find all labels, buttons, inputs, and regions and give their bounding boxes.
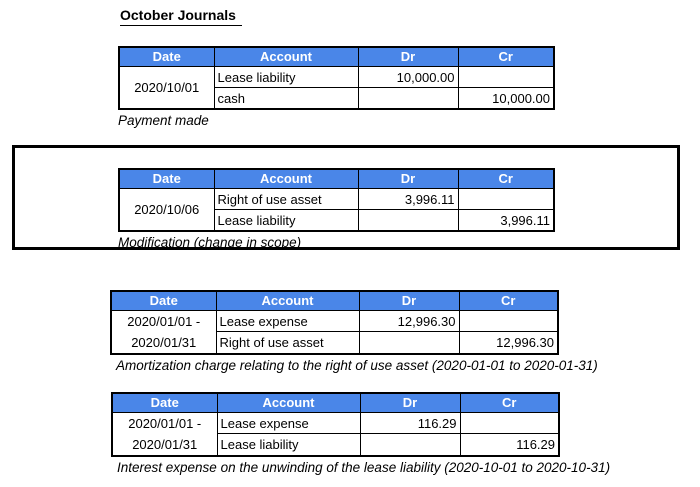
- table-header-row: Date Account Dr Cr: [118, 46, 555, 67]
- column-header-dr: Dr: [358, 290, 460, 311]
- account-cell: Right of use asset: [213, 188, 359, 210]
- cr-cell: [457, 188, 555, 210]
- dr-cell: 3,996.11: [357, 188, 459, 210]
- journal-amortization: Date Account Dr Cr 2020/01/01 - 2020/01/…: [110, 290, 598, 373]
- journal-caption: Payment made: [118, 113, 209, 128]
- date-cell: 2020/01/01 - 2020/01/31: [111, 412, 218, 457]
- cr-cell: 116.29: [459, 433, 560, 457]
- highlight-box: Date Account Dr Cr 2020/10/06 Right of u…: [12, 145, 680, 250]
- account-cell: Right of use asset: [215, 331, 360, 355]
- table-row: 2020/01/01 - 2020/01/31 Lease expense 11…: [111, 411, 560, 457]
- journal-caption: Amortization charge relating to the righ…: [116, 358, 598, 373]
- dr-cell: 10,000.00: [357, 66, 459, 88]
- column-header-dr: Dr: [359, 392, 461, 413]
- cr-cell: 10,000.00: [457, 87, 555, 110]
- date-cell: 2020/01/01 - 2020/01/31: [110, 310, 217, 355]
- journal-table-modification: Date Account Dr Cr 2020/10/06 Right of u…: [118, 168, 555, 232]
- column-header-cr: Cr: [459, 392, 560, 413]
- column-header-dr: Dr: [357, 46, 459, 67]
- table-header-row: Date Account Dr Cr: [110, 290, 559, 311]
- dr-cell: [359, 433, 461, 457]
- cr-cell: [459, 411, 560, 435]
- page-title: October Journals: [120, 7, 242, 26]
- column-header-cr: Cr: [458, 290, 559, 311]
- journal-caption: Modification (change in scope): [118, 235, 302, 250]
- date-line: 2020/10/06: [134, 202, 200, 217]
- column-header-account: Account: [215, 290, 360, 311]
- account-cell: Lease liability: [213, 66, 359, 88]
- cr-cell: [458, 309, 559, 333]
- dr-cell: [357, 87, 459, 110]
- account-cell: cash: [213, 87, 359, 110]
- account-cell: Lease expense: [216, 411, 361, 435]
- journal-interest: Date Account Dr Cr 2020/01/01 - 2020/01/…: [111, 392, 610, 475]
- cr-cell: [457, 66, 555, 88]
- column-header-account: Account: [213, 46, 359, 67]
- dr-cell: 116.29: [359, 411, 461, 435]
- date-line: 2020/01/31: [131, 335, 197, 350]
- cr-cell: 12,996.30: [458, 331, 559, 355]
- column-header-date: Date: [118, 46, 215, 67]
- table-row: Lease liability 116.29: [112, 433, 560, 457]
- column-header-cr: Cr: [457, 168, 555, 189]
- date-line: 2020/01/31: [132, 437, 198, 452]
- column-header-cr: Cr: [457, 46, 555, 67]
- journal-caption: Interest expense on the unwinding of the…: [117, 460, 611, 475]
- cr-cell: 3,996.11: [457, 209, 555, 232]
- journal-table-amortization: Date Account Dr Cr 2020/01/01 - 2020/01/…: [110, 290, 559, 355]
- account-cell: Lease liability: [213, 209, 359, 232]
- table-row: Right of use asset 12,996.30: [111, 331, 559, 355]
- table-row: 2020/10/01 Lease liability 10,000.00: [118, 66, 555, 110]
- journal-payment: Date Account Dr Cr 2020/10/01 Lease liab…: [118, 46, 555, 128]
- dr-cell: 12,996.30: [358, 309, 460, 333]
- date-cell: 2020/10/06: [118, 188, 215, 232]
- date-line: 2020/01/01 -: [127, 314, 201, 329]
- date-line: 2020/01/01 -: [128, 416, 202, 431]
- column-header-date: Date: [110, 290, 217, 311]
- table-row: cash 10,000.00: [119, 87, 555, 110]
- journal-modification: Date Account Dr Cr 2020/10/06 Right of u…: [118, 168, 555, 250]
- dr-cell: [358, 331, 460, 355]
- table-row: 2020/10/06 Right of use asset 3,996.11: [118, 188, 555, 232]
- table-header-row: Date Account Dr Cr: [111, 392, 560, 413]
- journal-table-payment: Date Account Dr Cr 2020/10/01 Lease liab…: [118, 46, 555, 110]
- table-row: 2020/01/01 - 2020/01/31 Lease expense 12…: [110, 309, 559, 355]
- table-row: Lease liability 3,996.11: [119, 209, 555, 232]
- account-cell: Lease liability: [216, 433, 361, 457]
- column-header-dr: Dr: [357, 168, 459, 189]
- table-header-row: Date Account Dr Cr: [118, 168, 555, 189]
- journal-table-interest: Date Account Dr Cr 2020/01/01 - 2020/01/…: [111, 392, 560, 457]
- date-line: 2020/10/01: [134, 80, 200, 95]
- column-header-date: Date: [118, 168, 215, 189]
- dr-cell: [357, 209, 459, 232]
- column-header-account: Account: [213, 168, 359, 189]
- date-cell: 2020/10/01: [118, 66, 215, 110]
- account-cell: Lease expense: [215, 309, 360, 333]
- column-header-account: Account: [216, 392, 361, 413]
- column-header-date: Date: [111, 392, 218, 413]
